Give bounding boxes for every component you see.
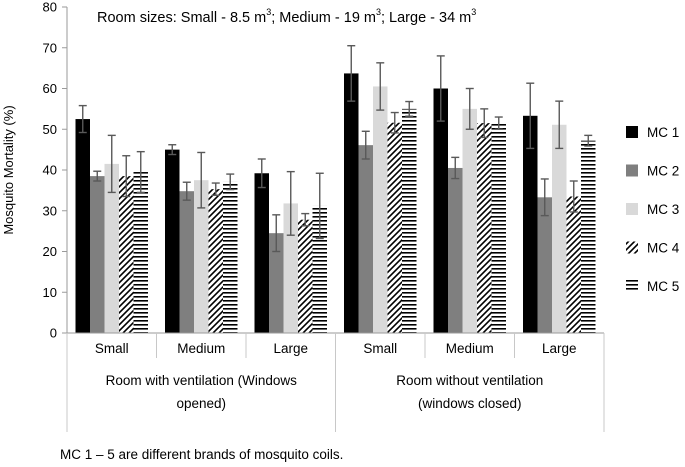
error-bar: [272, 214, 281, 253]
error-bar: [301, 212, 310, 227]
bar: [402, 108, 417, 333]
legend-label: MC 3: [647, 202, 679, 217]
y-tick-label: 10: [43, 285, 57, 300]
legend-label: MC 2: [647, 164, 679, 179]
x-tick-label: Small: [95, 341, 129, 356]
group-label: Room without ventilation: [396, 373, 543, 388]
group-label: Room with ventilation (Windows: [106, 373, 298, 388]
error-bar: [555, 100, 564, 150]
legend-label: MC 5: [647, 279, 679, 294]
error-bar: [347, 45, 356, 102]
y-tick-label: 40: [43, 163, 57, 178]
x-tick-label: Large: [273, 341, 308, 356]
y-tick-label: 60: [43, 81, 57, 96]
bar: [312, 205, 327, 333]
bar: [358, 145, 373, 333]
bar: [387, 122, 402, 333]
bar: [254, 173, 269, 333]
bar: [373, 86, 388, 334]
error-bar: [122, 155, 131, 198]
x-tick-label: Medium: [177, 341, 225, 356]
y-tick-label: 50: [43, 122, 57, 137]
error-bar: [197, 151, 206, 209]
room-size-note: Room sizes: Small - 8.5 m3; Medium - 19 …: [97, 7, 476, 26]
x-tick-label: Large: [542, 341, 577, 356]
error-bar: [107, 134, 116, 194]
bar: [433, 88, 448, 333]
bar: [581, 140, 596, 333]
bar: [165, 149, 180, 333]
bar: [491, 123, 506, 333]
bar: [90, 176, 105, 333]
error-bar: [436, 55, 445, 122]
error-bars-layer: [78, 45, 593, 253]
bar: [477, 123, 492, 333]
footnote: MC 1 – 5 are different brands of mosquit…: [60, 447, 343, 462]
error-bar: [540, 178, 549, 217]
error-bar: [451, 156, 460, 180]
bar: [448, 167, 463, 333]
error-bar: [480, 108, 489, 139]
error-bar: [465, 87, 474, 130]
legend-swatch: [626, 241, 638, 254]
y-tick-label: 20: [43, 244, 57, 259]
y-tick-label: 80: [43, 0, 57, 15]
legend-label: MC 4: [647, 241, 680, 256]
bar: [208, 189, 223, 333]
bars-layer: [75, 73, 596, 334]
legend-label: MC 1: [647, 125, 679, 140]
legend: MC 1 MC 2 MC 3 MC 4 MC 5: [626, 125, 680, 294]
error-bar: [405, 100, 414, 117]
error-bar: [93, 170, 102, 182]
error-bar: [136, 150, 145, 194]
error-bar: [569, 180, 578, 213]
y-tick-label: 30: [43, 203, 57, 218]
bar: [298, 219, 313, 333]
error-bar: [286, 170, 295, 236]
error-bar: [182, 181, 191, 201]
error-bar: [257, 158, 266, 189]
error-bar: [226, 173, 235, 191]
bar: [344, 73, 359, 334]
bar: [269, 233, 284, 333]
group-label: (windows closed): [418, 396, 522, 411]
y-tick-label: 0: [50, 326, 57, 341]
bar: [462, 108, 477, 333]
group-label: opened): [176, 396, 226, 411]
legend-swatch: [626, 126, 638, 138]
bar: [194, 180, 209, 333]
x-axis: Small Medium Large Small Medium Large Room wit…: [66, 332, 605, 432]
legend-swatch: [626, 164, 638, 177]
bar: [537, 197, 552, 333]
legend-swatch: [626, 280, 638, 292]
error-bar: [168, 144, 177, 156]
bar: [552, 124, 567, 333]
bar: [566, 196, 581, 333]
y-tick-label: 70: [43, 40, 57, 55]
bar: [104, 163, 119, 333]
error-bar: [211, 182, 220, 196]
bar: [223, 181, 238, 333]
error-bar: [584, 134, 593, 147]
error-bar: [315, 172, 324, 240]
error-bar: [390, 111, 399, 134]
error-bar: [361, 130, 370, 160]
error-bar: [78, 104, 87, 134]
legend-swatch: [626, 203, 638, 215]
x-tick-label: Small: [363, 341, 397, 356]
error-bar: [526, 82, 535, 150]
y-axis-title: Mosquito Mortality (%): [1, 105, 16, 234]
bar: [119, 176, 134, 333]
x-tick-label: Medium: [446, 341, 494, 356]
y-axis: 0 10 20 30 40 50 60 70 80: [43, 0, 68, 341]
bar: [75, 119, 90, 333]
bar: [133, 172, 148, 333]
bar: [179, 191, 194, 333]
error-bar: [376, 62, 385, 111]
bar: [523, 115, 538, 334]
error-bar: [494, 116, 503, 130]
